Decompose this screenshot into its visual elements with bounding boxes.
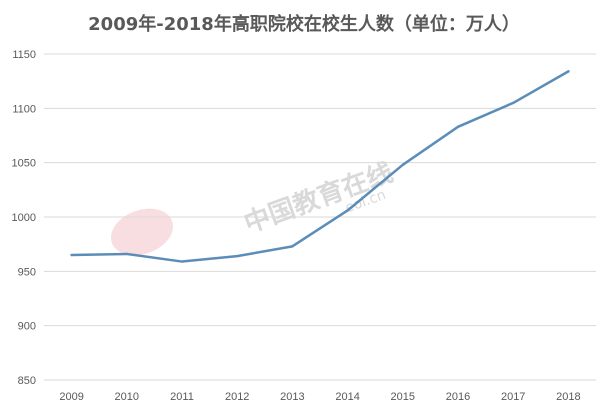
x-axis-labels: 2009 2010 2011 2012 2013 2014 2015 2016 2017 2018	[59, 391, 580, 403]
data-point	[236, 254, 239, 258]
series-line	[70, 70, 570, 263]
data-point	[180, 260, 184, 263]
x-tick-label: 2014	[335, 391, 359, 403]
chart-title: 2009年-2018年高职院校在校生人数（单位：万人）	[88, 14, 520, 35]
y-tick-label: 1150	[12, 49, 36, 61]
data-point	[456, 125, 460, 129]
data-point	[291, 245, 294, 248]
y-tick-label: 1000	[12, 212, 36, 224]
y-tick-label: 1100	[12, 103, 36, 115]
watermark: 中国教育在线 eol.cn	[111, 157, 397, 256]
y-axis-labels: 850 900 950 1000 1050 1100 1150	[12, 49, 36, 387]
y-tick-label: 900	[18, 321, 36, 333]
x-tick-label: 2016	[446, 391, 470, 403]
x-tick-label: 2011	[170, 391, 194, 403]
x-tick-label: 2009	[59, 391, 83, 403]
series-group	[70, 70, 570, 263]
grid-lines	[44, 53, 596, 381]
x-tick-label: 2013	[280, 391, 304, 403]
y-tick-label: 950	[18, 266, 36, 278]
x-tick-label: 2015	[391, 391, 415, 403]
data-point	[346, 209, 349, 212]
data-point	[70, 253, 73, 257]
x-tick-label: 2017	[501, 391, 525, 403]
x-tick-label: 2010	[115, 391, 139, 403]
y-tick-label: 1050	[12, 158, 36, 170]
data-point	[567, 70, 570, 73]
data-point	[401, 163, 404, 167]
data-point	[125, 252, 128, 256]
data-point	[512, 101, 515, 105]
x-tick-label: 2012	[225, 391, 249, 403]
watermark-logo-shape	[111, 208, 173, 256]
x-tick-label: 2018	[556, 391, 580, 403]
y-tick-label: 850	[18, 375, 36, 387]
